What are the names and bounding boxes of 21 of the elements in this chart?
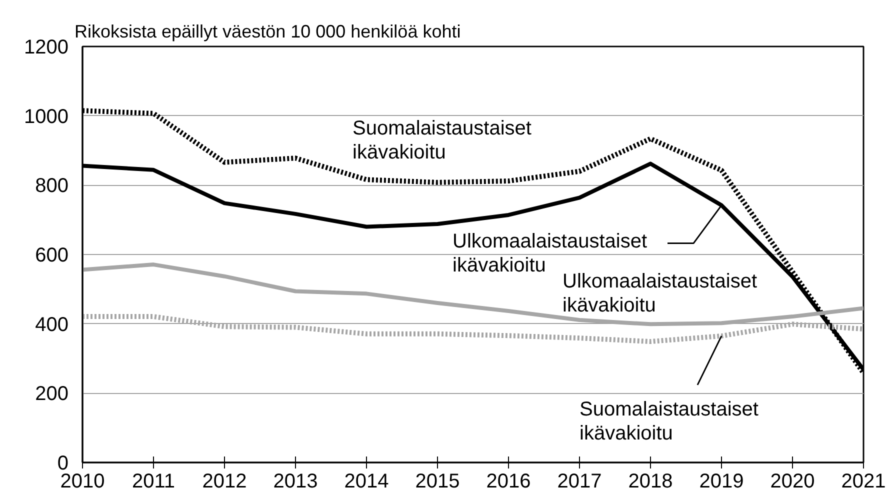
x-tick-label: 2018 [628, 470, 673, 492]
x-tick-label: 2015 [415, 470, 460, 492]
x-tick-label: 2017 [557, 470, 602, 492]
y-tick-label: 800 [35, 175, 69, 198]
y-tick-label: 1000 [24, 106, 69, 128]
annotation: Ulkomaalaistaustaiset ikävakioitu [562, 270, 758, 317]
x-tick-label: 2012 [202, 470, 247, 492]
x-tick-label: 2021 [841, 470, 886, 492]
x-tick-label: 2014 [344, 470, 389, 492]
chart-title: Rikoksista epäillyt väestön 10 000 henkilöä kohti [74, 22, 461, 42]
x-tick-label: 2016 [486, 470, 531, 492]
x-tick-label: 2020 [770, 470, 815, 492]
y-tick-label: 600 [35, 244, 69, 266]
y-tick-label: 200 [35, 383, 69, 406]
annotation: Suomalaistaustaiset ikävakioitu [352, 118, 532, 164]
x-tick-label: 2019 [699, 470, 744, 492]
x-tick-label: 2011 [132, 470, 176, 492]
x-tick-label: 2013 [273, 470, 318, 492]
y-tick-label: 1200 [24, 36, 69, 58]
y-tick-label: 400 [35, 314, 69, 336]
annotation: Suomalaistaustaiset ikävakioitu [580, 398, 759, 445]
